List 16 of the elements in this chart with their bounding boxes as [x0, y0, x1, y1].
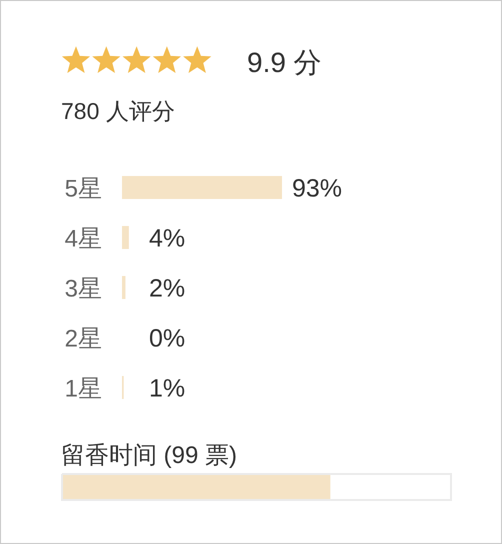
chart-subtitle: 780 人评分 [61, 98, 175, 124]
y-tick-label: 5星 [64, 176, 102, 202]
data-label: 93% [292, 174, 342, 202]
chart-title: 留香时间 (99 票) [61, 442, 238, 469]
y-tick-label: 2星 [64, 326, 102, 352]
chart-title: 9.9 分 [247, 47, 322, 78]
bar [122, 176, 282, 199]
data-label: 4% [149, 224, 186, 252]
data-label: 0% [149, 324, 186, 352]
y-tick-label: 3星 [64, 276, 102, 302]
bar [122, 276, 126, 299]
data-label: 2% [149, 274, 186, 302]
y-tick-label: 4星 [64, 226, 102, 252]
bar [122, 226, 129, 249]
data-label: 1% [149, 374, 186, 402]
y-tick-label: 1星 [64, 376, 102, 402]
